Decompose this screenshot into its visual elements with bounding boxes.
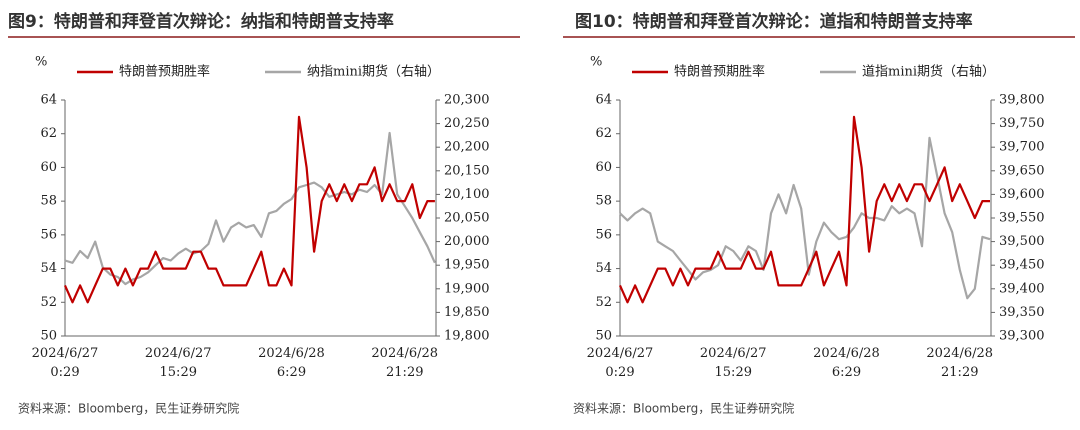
source-note: 资料来源：Bloomberg，民生证券研究院 — [573, 401, 794, 416]
y-unit: % — [35, 55, 47, 70]
y-tick-label: 62 — [40, 126, 57, 141]
legend-label: 特朗普预期胜率 — [119, 64, 210, 80]
source-note: 资料来源：Bloomberg，民生证券研究院 — [18, 401, 239, 416]
y2-tick-label: 39,300 — [999, 329, 1045, 344]
y2-tick-label: 39,350 — [999, 305, 1045, 320]
y2-tick-label: 19,900 — [444, 281, 490, 296]
y2-tick-label: 20,250 — [444, 116, 490, 131]
x-tick-label: 2024/6/27 15:29 — [699, 346, 767, 380]
y2-tick-label: 20,300 — [444, 93, 490, 108]
y-tick-label: 50 — [595, 329, 612, 344]
series-line — [64, 131, 436, 286]
y2-tick-label: 19,850 — [444, 305, 490, 320]
y-tick-label: 56 — [595, 227, 612, 242]
series-line — [618, 115, 990, 304]
y-tick-label: 52 — [595, 295, 612, 310]
y2-tick-label: 39,700 — [999, 140, 1045, 155]
x-tick-label: 2024/6/28 21:29 — [371, 346, 439, 380]
y-tick-label: 62 — [595, 126, 612, 141]
y-tick-label: 64 — [595, 93, 612, 108]
series-line — [63, 115, 435, 304]
legend-label: 特朗普预期胜率 — [674, 64, 765, 80]
y2-tick-label: 39,650 — [999, 163, 1045, 178]
y2-tick-label: 39,550 — [999, 211, 1045, 226]
y2-tick-label: 39,750 — [999, 116, 1045, 131]
series-line — [619, 136, 991, 300]
y-tick-label: 58 — [595, 194, 612, 209]
y-tick-label: 56 — [40, 227, 57, 242]
y-tick-label: 60 — [40, 160, 57, 175]
y2-tick-label: 19,800 — [444, 329, 490, 344]
legend-label: 道指mini期货（右轴） — [862, 64, 995, 80]
y2-tick-label: 20,200 — [444, 140, 490, 155]
y-tick-label: 52 — [40, 295, 57, 310]
y-tick-label: 64 — [40, 93, 57, 108]
y2-tick-label: 39,800 — [999, 93, 1045, 108]
y-tick-label: 58 — [40, 194, 57, 209]
legend-label: 纳指mini期货（右轴） — [307, 64, 440, 80]
y2-tick-label: 20,150 — [444, 163, 490, 178]
y-tick-label: 60 — [595, 160, 612, 175]
y-tick-label: 54 — [595, 261, 612, 276]
y2-tick-label: 39,400 — [999, 281, 1045, 296]
chart-title: 图10：特朗普和拜登首次辩论：道指和特朗普支持率 — [575, 11, 973, 32]
x-tick-label: 2024/6/27 15:29 — [144, 346, 212, 380]
x-tick-label: 2024/6/27 0:29 — [586, 346, 654, 380]
y2-tick-label: 20,000 — [444, 234, 490, 249]
y2-tick-label: 39,600 — [999, 187, 1045, 202]
y-tick-label: 50 — [40, 329, 57, 344]
y2-tick-label: 39,500 — [999, 234, 1045, 249]
y-unit: % — [590, 55, 602, 70]
y2-tick-label: 39,450 — [999, 258, 1045, 273]
y2-tick-label: 20,100 — [444, 187, 490, 202]
x-tick-label: 2024/6/27 0:29 — [31, 346, 99, 380]
x-tick-label: 2024/6/28 6:29 — [258, 346, 325, 380]
y2-tick-label: 20,050 — [444, 211, 490, 226]
x-tick-label: 2024/6/28 6:29 — [813, 346, 880, 380]
y-tick-label: 54 — [40, 261, 57, 276]
y2-tick-label: 19,950 — [444, 258, 490, 273]
x-tick-label: 2024/6/28 21:29 — [926, 346, 994, 380]
chart-title: 图9：特朗普和拜登首次辩论：纳指和特朗普支持率 — [8, 11, 394, 32]
